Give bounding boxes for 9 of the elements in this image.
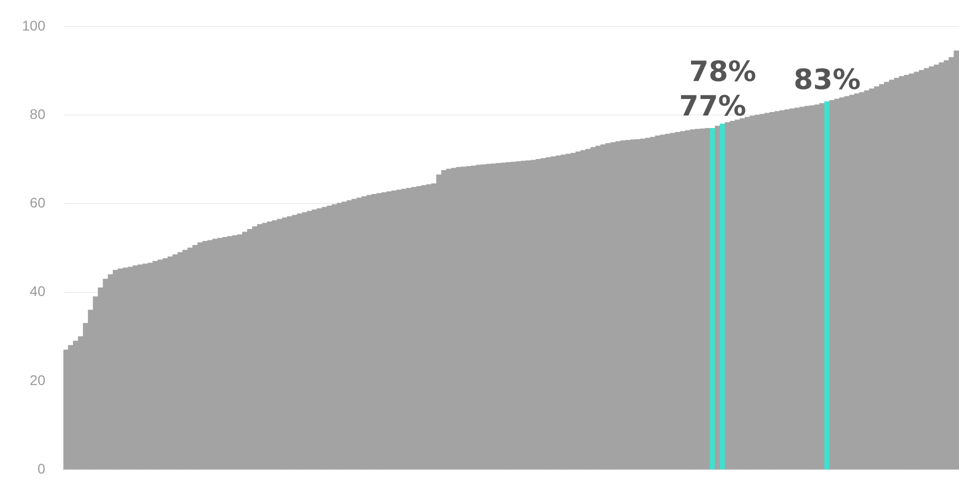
y-tick-label: 20	[30, 372, 46, 388]
y-tick-label: 80	[30, 106, 46, 122]
data-label: 78%	[689, 55, 756, 88]
y-tick-label: 0	[38, 460, 46, 476]
y-tick-label: 40	[30, 283, 46, 300]
y-tick-label: 100	[22, 17, 46, 34]
data-label: 83%	[794, 63, 861, 96]
y-tick-label: 60	[30, 194, 46, 211]
data-label: 77%	[679, 90, 746, 123]
